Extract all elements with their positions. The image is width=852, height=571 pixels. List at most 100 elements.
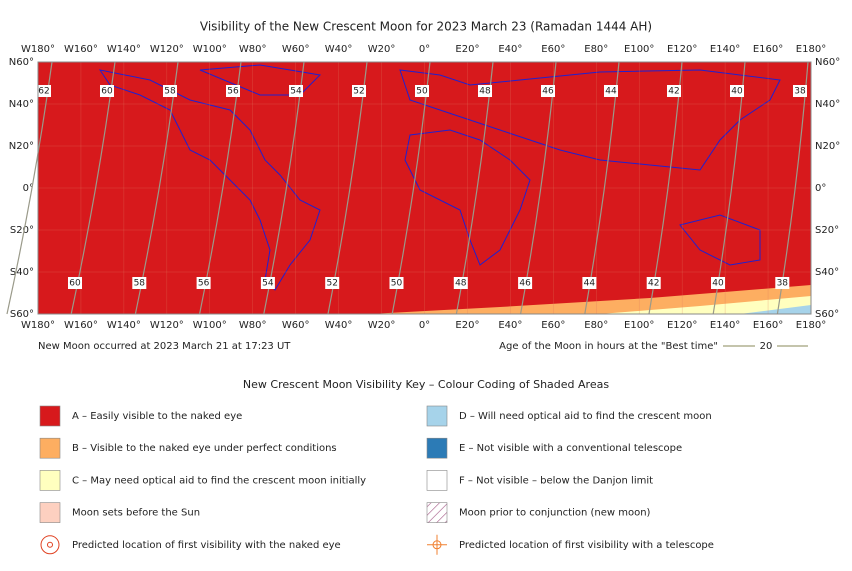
longitude-label: E80° [584,320,608,331]
longitude-label: W160° [64,44,98,55]
key-symbol [427,534,447,555]
longitude-label: E100° [624,44,654,55]
contour-label: 50 [391,279,403,289]
longitude-label: W60° [282,320,310,331]
key-symbol [47,541,53,548]
contour-label: 62 [38,87,49,97]
contour-label-box [325,277,340,289]
contour-label: 52 [353,87,364,97]
contour-label-box [793,85,807,97]
age-sample: 20 [760,341,773,352]
zone-d [740,305,811,314]
longitude-label: 0° [419,320,430,331]
contour-label: 44 [584,279,596,289]
contour-label-box [775,277,790,289]
longitude-label: E60° [541,320,565,331]
contour-label-box [415,85,429,97]
latitude-label: S60° [10,309,34,320]
contour-label: 54 [290,87,302,97]
key-label: A – Easily visible to the naked eye [72,411,242,422]
longitude-label: E180° [796,320,826,331]
latitude-label: N20° [815,141,840,152]
contour-label: 56 [198,279,210,289]
longitude-label: W100° [193,320,227,331]
contour-label: 40 [731,87,743,97]
longitude-label: E40° [498,44,522,55]
longitude-label: W80° [239,320,267,331]
contour-label: 44 [605,87,617,97]
contour-label-box [453,277,468,289]
key-label: C – May need optical aid to find the cre… [72,475,366,486]
key-swatch [39,502,61,523]
contour-label-box [604,85,618,97]
latitude-label: 0° [23,183,34,194]
contour-label-box [518,277,533,289]
longitude-label: W140° [107,320,141,331]
longitude-label: W100° [193,44,227,55]
contour-label: 58 [164,87,176,97]
contour-label-box [667,85,681,97]
key-label: Moon sets before the Sun [72,508,200,519]
contour-label: 40 [712,279,724,289]
key-swatch [39,437,61,459]
latitude-label: N20° [9,141,34,152]
contour-label-box [582,277,597,289]
latitude-label: S20° [10,225,34,236]
longitude-label: E20° [455,44,479,55]
key-title: New Crescent Moon Visibility Key – Colou… [243,378,609,391]
contour-label-box [163,85,177,97]
contour-label: 48 [479,87,491,97]
longitude-label: E140° [710,320,740,331]
longitude-label: E120° [667,44,697,55]
longitude-label: W20° [368,44,396,55]
longitude-label: W60° [282,44,310,55]
new-moon-note: New Moon occurred at 2023 March 21 at 17… [38,341,291,352]
contour-label: 48 [455,279,467,289]
contour-label-box [196,277,211,289]
contour-label: 50 [416,87,428,97]
contour-label-box [289,85,303,97]
contour-label: 56 [227,87,239,97]
latitude-label: N60° [9,57,34,68]
key-symbol [40,535,60,555]
longitude-label: W40° [325,320,353,331]
longitude-label: W160° [64,320,98,331]
contour-label: 42 [668,87,679,97]
latitude-label: S40° [815,267,839,278]
zone-c [600,296,811,314]
longitude-label: W120° [150,44,184,55]
contour-label-box [37,85,51,97]
latitude-label: S60° [815,309,839,320]
contour-label: 60 [101,87,113,97]
contour-label-box [646,277,661,289]
contour-label-box [100,85,114,97]
contour-label-box [352,85,366,97]
longitude-label: E160° [753,320,783,331]
longitude-label: W180° [21,44,55,55]
longitude-label: 0° [419,44,430,55]
longitude-label: W140° [107,44,141,55]
longitude-label: E140° [710,44,740,55]
key-swatch [39,405,61,427]
key-label: Predicted location of first visibility w… [72,540,341,551]
key-label: D – Will need optical aid to find the cr… [459,411,712,422]
key-swatch [426,470,448,491]
age-caption: Age of the Moon in hours at the "Best ti… [499,341,718,352]
key: A – Easily visible to the naked eye D – W… [39,405,714,555]
longitude-label: E40° [498,320,522,331]
longitude-label: W80° [239,44,267,55]
contour-label: 58 [134,279,146,289]
longitude-label: W40° [325,44,353,55]
longitude-label: W20° [368,320,396,331]
latitude-label: 0° [815,183,826,194]
longitude-label: E100° [624,320,654,331]
contour-label: 54 [262,279,274,289]
contours: 62 60 58 56 54 52 50 48 46 44 42 40 38 60 58 56 54 52 50 48… [6,61,809,315]
longitude-label: E160° [753,44,783,55]
contour-label: 52 [326,279,337,289]
key-swatch [426,405,448,427]
key-label: Moon prior to conjunction (new moon) [459,508,651,519]
latitude-label: N40° [9,99,34,110]
